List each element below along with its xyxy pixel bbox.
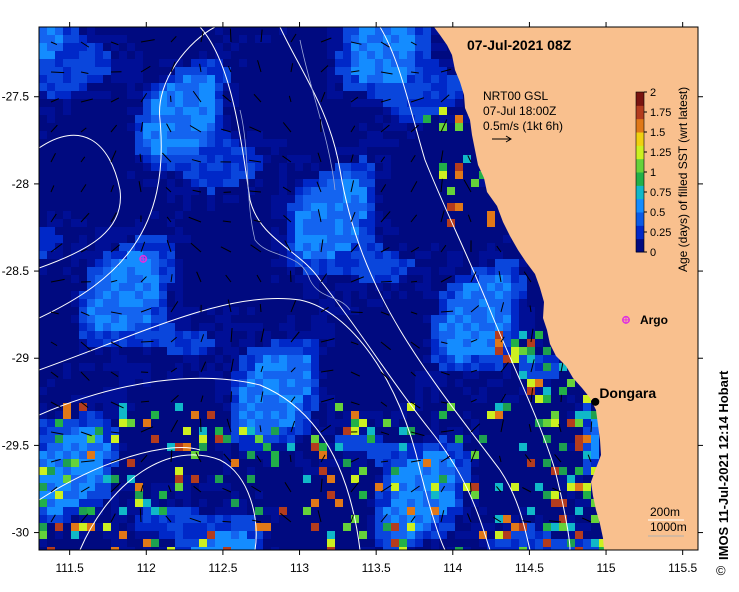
date-title: 07-Jul-2021 08Z [467,37,572,53]
y-tick-label: -28 [12,177,30,191]
x-tick-label: 112 [137,561,156,575]
x-tick-label: 114.5 [515,561,544,575]
argo-label: Argo [640,313,668,327]
bathymetry-lines [239,39,351,311]
argo-marker-cross [621,315,630,324]
y-tick-label: -28.5 [2,264,30,278]
colorbar-tick-label: 1 [650,167,656,179]
colorbar-segment [636,185,644,200]
colorbar-segment [636,118,644,133]
land-mass [434,27,698,550]
depth-legend-1000m: 1000m [650,520,687,534]
x-tick-label: 115.5 [668,561,697,575]
colorbar-segment [636,238,644,253]
x-tick-label: 115 [596,561,615,575]
colorbar-segment [636,145,644,160]
x-tick-label: 112.5 [208,561,237,575]
colorbar-tick-label: 1.25 [650,147,671,159]
colorbar-label: Age (days) of filled SST (wrt latest) [676,87,690,272]
colorbar-segment [636,158,644,173]
current-info-legend: NRT00 GSL 07-Jul 18:00Z 0.5m/s (1kt 6h) [483,89,563,143]
place-labels: Dongara [591,385,656,406]
plot-frame [38,26,699,551]
current-info-line3: 0.5m/s (1kt 6h) [483,119,563,133]
colorbar-tick-label: 0.5 [650,207,665,219]
colorbar-segment [636,92,644,106]
colorbar-segment [636,225,644,240]
town-label: Dongara [599,385,656,401]
imos-credit: IMOS 11-Jul-2021 12:14 Hobart [716,370,731,560]
colorbar-segment [636,212,644,226]
y-tick-label: -29 [12,351,30,365]
x-axis: 111.5 112 112.5 113 113.5 114 114.5 115 115.5 [56,22,698,575]
current-info-line1: NRT00 GSL [483,89,548,103]
isotherm-contours [39,27,571,550]
argo-marker-cross [139,254,148,263]
colorbar-tick-label: 0 [650,247,656,259]
y-tick-label: -29.5 [2,438,30,452]
current-vectors [50,28,593,523]
y-axis: -27.5 -28 -28.5 -29 -29.5 -30 [2,90,703,540]
colorbar-tick-label: 0.75 [650,187,671,199]
colorbar-segment [636,105,644,120]
colorbar-segment [636,198,644,213]
y-tick-label: -27.5 [2,90,30,104]
x-tick-label: 111.5 [56,561,85,575]
colorbar-tick-label: 2 [650,87,656,99]
depth-legend: 200m 1000m [648,505,687,537]
x-tick-label: 114 [443,561,462,575]
colorbar-segment [636,132,644,146]
colorbar-tick-label: 1.75 [650,107,671,119]
colorbar-tick-label: 1.5 [650,127,665,139]
colorbar-segment [636,172,644,186]
x-tick-label: 113 [290,561,309,575]
scale-arrow-head [505,135,512,143]
copyright-symbol: © [716,563,726,578]
x-tick-label: 113.5 [362,561,391,575]
current-info-line2: 07-Jul 18:00Z [483,104,556,118]
colorbar-tick-label: 0.25 [650,227,671,239]
town-dot [591,397,600,406]
colorbar: 0 0.25 0.5 0.75 1 1.25 1.5 1.75 2 [635,87,671,259]
depth-legend-200m: 200m [650,505,680,519]
y-tick-label: -30 [12,526,30,540]
float-markers: Argo [139,254,668,327]
sst-age-cells [39,27,607,550]
